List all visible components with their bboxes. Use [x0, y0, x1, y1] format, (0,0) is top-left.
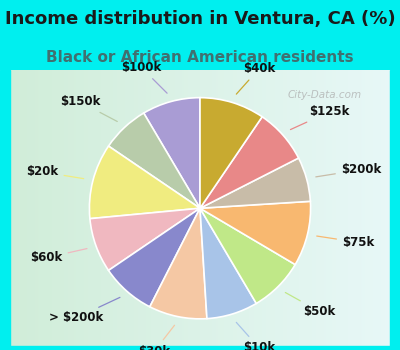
Text: > $200k: > $200k	[49, 298, 120, 324]
Text: $150k: $150k	[60, 95, 117, 121]
Wedge shape	[200, 208, 256, 318]
Text: Black or African American residents: Black or African American residents	[46, 50, 354, 65]
Text: $10k: $10k	[236, 322, 275, 350]
Bar	[0, 70, 10, 350]
Text: $75k: $75k	[317, 236, 374, 249]
Wedge shape	[90, 146, 200, 219]
Text: $40k: $40k	[236, 62, 275, 94]
Text: $50k: $50k	[285, 293, 336, 318]
Wedge shape	[200, 98, 262, 208]
Text: $60k: $60k	[30, 248, 87, 264]
Text: Income distribution in Ventura, CA (%): Income distribution in Ventura, CA (%)	[5, 10, 395, 28]
Wedge shape	[200, 208, 295, 303]
Wedge shape	[200, 158, 310, 208]
Wedge shape	[108, 208, 200, 307]
Text: City-Data.com: City-Data.com	[288, 90, 362, 100]
Text: $100k: $100k	[121, 61, 167, 93]
Wedge shape	[200, 201, 310, 265]
Wedge shape	[150, 208, 207, 319]
Text: $125k: $125k	[290, 105, 350, 130]
Text: $200k: $200k	[316, 163, 381, 177]
Wedge shape	[200, 117, 298, 208]
Bar	[0, 346, 400, 350]
Text: $30k: $30k	[138, 325, 174, 350]
Bar	[390, 70, 400, 350]
Wedge shape	[108, 113, 200, 208]
Wedge shape	[90, 208, 200, 271]
Text: $20k: $20k	[26, 166, 84, 178]
Wedge shape	[144, 98, 200, 208]
